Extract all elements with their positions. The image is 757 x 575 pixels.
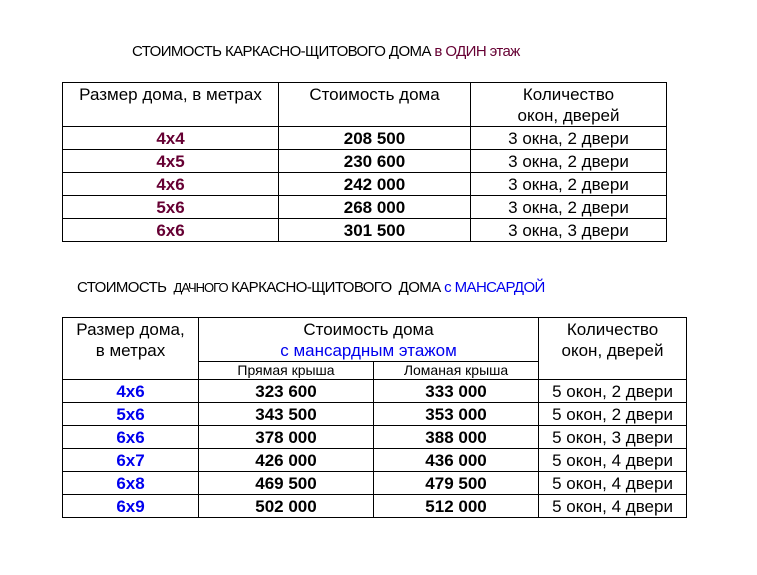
title-accent: с МАНСАРДОЙ — [444, 279, 545, 296]
qty-cell: 3 окна, 2 двери — [470, 172, 667, 196]
attic-house-price-table: Размер дома, в метрах Стоимость дома с ман… — [62, 317, 688, 518]
title-part2: ДАЧНОГО — [173, 280, 229, 295]
size-cell: 4x4 — [62, 126, 279, 150]
header-broken-roof: Ломаная крыша — [372, 361, 540, 380]
straight-roof-price-cell: 323 600 — [198, 379, 374, 403]
single-storey-price-table: Размер дома, в метрах Стоимость дома Кол… — [62, 82, 667, 242]
table-row: 6x6 301 500 3 окна, 3 двери — [62, 218, 667, 242]
qty-cell: 5 окон, 2 двери — [538, 379, 688, 403]
header-price: Стоимость дома с мансардным этажом — [197, 317, 540, 362]
size-cell: 5x6 — [62, 195, 279, 219]
size-cell: 6x8 — [62, 471, 199, 495]
price-cell: 230 600 — [278, 149, 471, 173]
price-cell: 268 000 — [278, 195, 471, 219]
table1-title: СТОИМОСТЬ КАРКАСНО-ЩИТОВОГО ДОМА в ОДИН … — [132, 43, 520, 60]
table-row: 6x9 502 000 512 000 5 окон, 4 двери — [62, 494, 688, 518]
size-cell: 6x7 — [62, 448, 199, 472]
qty-cell: 5 окон, 2 двери — [538, 402, 688, 426]
broken-roof-price-cell: 333 000 — [372, 379, 540, 403]
header-size-line2: в метрах — [95, 341, 166, 360]
size-cell: 4x6 — [62, 172, 279, 196]
price-cell: 301 500 — [278, 218, 471, 242]
size-cell: 5x6 — [62, 402, 199, 426]
table-row: 4x4 208 500 3 окна, 2 двери — [62, 126, 667, 150]
table-row: 4x5 230 600 3 окна, 2 двери — [62, 149, 667, 173]
header-price-line2: с мансардным этажом — [280, 341, 457, 360]
broken-roof-price-cell: 353 000 — [372, 402, 540, 426]
header-price: Стоимость дома — [278, 82, 471, 127]
price-cell: 242 000 — [278, 172, 471, 196]
header-price-line1: Стоимость дома — [303, 320, 434, 339]
table-row: 4x6 242 000 3 окна, 2 двери — [62, 172, 667, 196]
straight-roof-price-cell: 343 500 — [198, 402, 374, 426]
header-qty-line2: окон, дверей — [517, 106, 620, 125]
header-size: Размер дома, в метрах — [62, 82, 279, 127]
table-row: 6x6 378 000 388 000 5 окон, 3 двери — [62, 425, 688, 449]
price-cell: 208 500 — [278, 126, 471, 150]
table-row: 5x6 268 000 3 окна, 2 двери — [62, 195, 667, 219]
size-cell: 4x6 — [62, 379, 199, 403]
size-cell: 6x6 — [62, 218, 279, 242]
header-size: Размер дома, в метрах — [62, 317, 199, 380]
qty-cell: 5 окон, 4 двери — [538, 471, 688, 495]
qty-cell: 5 окон, 4 двери — [538, 448, 688, 472]
title-accent: в ОДИН этаж — [430, 43, 520, 60]
straight-roof-price-cell: 469 500 — [198, 471, 374, 495]
title-main: СТОИМОСТЬ КАРКАСНО-ЩИТОВОГО ДОМА — [132, 43, 431, 60]
table-row: 4x6 323 600 333 000 5 окон, 2 двери — [62, 379, 688, 403]
table-row: 6x8 469 500 479 500 5 окон, 4 двери — [62, 471, 688, 495]
table-row: 5x6 343 500 353 000 5 окон, 2 двери — [62, 402, 688, 426]
straight-roof-price-cell: 378 000 — [198, 425, 374, 449]
qty-cell: 3 окна, 2 двери — [470, 149, 667, 173]
table-row: 6x7 426 000 436 000 5 окон, 4 двери — [62, 448, 688, 472]
table-header-row: Размер дома, в метрах Стоимость дома с ман… — [62, 317, 688, 380]
table-header-row: Размер дома, в метрах Стоимость дома Кол… — [62, 82, 667, 127]
header-size-line1: Размер дома, — [76, 320, 185, 339]
qty-cell: 3 окна, 3 двери — [470, 218, 667, 242]
header-qty-line1: Количество — [522, 85, 615, 104]
header-qty-line2: окон, дверей — [561, 341, 664, 360]
header-qty-line1: Количество — [566, 320, 659, 339]
table2-title: СТОИМОСТЬ ДАЧНОГО КАРКАСНО-ЩИТОВОГО ДОМА… — [77, 279, 545, 296]
header-straight-roof: Прямая крыша — [198, 361, 374, 380]
broken-roof-price-cell: 512 000 — [372, 494, 540, 518]
header-qty: Количество окон, дверей — [538, 317, 688, 380]
straight-roof-price-cell: 426 000 — [198, 448, 374, 472]
qty-cell: 5 окон, 3 двери — [538, 425, 688, 449]
size-cell: 4x5 — [62, 149, 279, 173]
header-qty: Количество окон, дверей — [470, 82, 667, 127]
title-part1: СТОИМОСТЬ — [77, 279, 174, 296]
broken-roof-price-cell: 388 000 — [372, 425, 540, 449]
size-cell: 6x9 — [62, 494, 199, 518]
broken-roof-price-cell: 479 500 — [372, 471, 540, 495]
broken-roof-price-cell: 436 000 — [372, 448, 540, 472]
qty-cell: 3 окна, 2 двери — [470, 126, 667, 150]
title-part3: КАРКАСНО-ЩИТОВОГО ДОМА — [227, 279, 445, 296]
straight-roof-price-cell: 502 000 — [198, 494, 374, 518]
qty-cell: 5 окон, 4 двери — [538, 494, 688, 518]
size-cell: 6x6 — [62, 425, 199, 449]
qty-cell: 3 окна, 2 двери — [470, 195, 667, 219]
